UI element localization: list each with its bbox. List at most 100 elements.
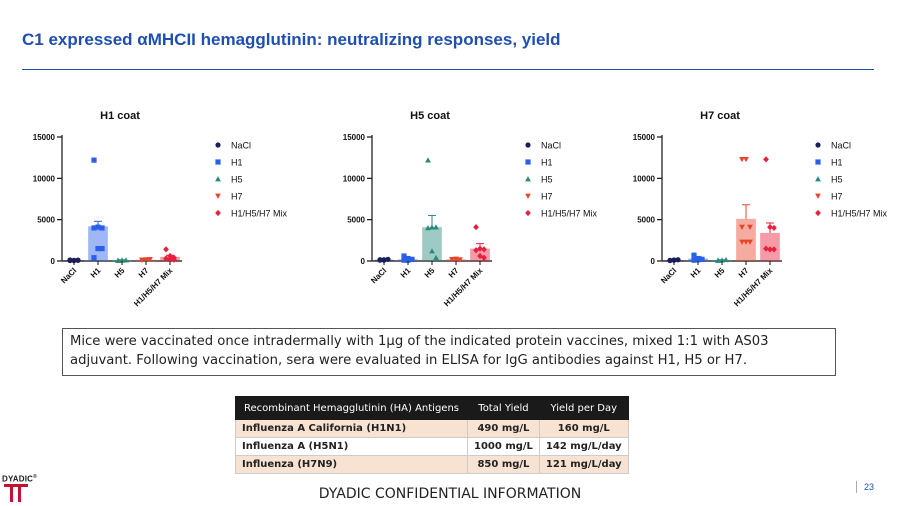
data-point-h1-h5-h7-mix <box>481 254 487 261</box>
data-point-h1 <box>409 256 415 262</box>
data-point-h1-h5-h7-mix <box>473 247 479 254</box>
yield-per-day-cell: 142 mg/L/day <box>538 437 629 456</box>
data-point-h7 <box>747 224 753 230</box>
x-tick-label: NaCl <box>659 266 678 285</box>
antigen-cell: Influenza A (H5N1) <box>235 437 468 456</box>
data-point-h1-h5-h7-mix <box>163 255 169 262</box>
data-point-h7 <box>743 156 749 163</box>
data-point-nacl <box>671 257 677 263</box>
legend-label: H7 <box>541 192 553 202</box>
data-point-h1 <box>95 224 101 230</box>
data-point-h1 <box>691 252 697 258</box>
data-point-h5 <box>719 257 725 263</box>
data-point-h1 <box>91 225 97 231</box>
legend-label: H1 <box>831 158 843 168</box>
x-tick-label: H5 <box>713 266 727 280</box>
data-point-h5 <box>429 248 435 254</box>
yield-per-day-cell: 160 mg/L <box>538 419 629 438</box>
data-point-h7 <box>139 257 145 263</box>
y-tick-label: 15000 <box>343 133 366 142</box>
data-point-h1 <box>91 255 97 261</box>
logo-mark-bar <box>4 484 28 487</box>
legend-marker-h1-h5-h7-mix <box>215 209 221 217</box>
table-row: Influenza A California (H1N1) 490 mg/L 1… <box>235 419 629 438</box>
data-point-h1 <box>695 257 701 263</box>
data-point-h1-h5-h7-mix <box>163 246 169 253</box>
legend-label: H7 <box>831 192 843 202</box>
data-point-h1-h5-h7-mix <box>767 223 773 231</box>
data-point-h5 <box>723 256 729 263</box>
data-point-h1 <box>405 257 411 263</box>
legend-label: H1 <box>541 158 553 168</box>
logo-mark-leg <box>18 487 21 502</box>
data-point-nacl <box>675 257 681 263</box>
data-point-h7 <box>747 239 753 245</box>
legend-label: H5 <box>541 175 553 185</box>
data-point-h1-h5-h7-mix <box>767 246 773 253</box>
company-logo: DYADIC® <box>2 474 48 506</box>
data-point-h5 <box>715 257 721 263</box>
logo-mark-leg <box>10 487 13 502</box>
data-point-h1-h5-h7-mix <box>473 223 479 231</box>
table-row: Influenza (H7N9) 850 mg/L 121 mg/L/day <box>235 455 629 474</box>
y-tick-label: 15000 <box>633 133 656 142</box>
x-tick-label: H5 <box>113 266 127 280</box>
legend-marker-h7 <box>815 193 821 199</box>
y-tick-label: 15000 <box>33 133 56 142</box>
legend-label: H1 <box>231 158 243 168</box>
title-divider <box>22 69 874 70</box>
legend-label: H1/H5/H7 Mix <box>231 209 288 219</box>
antigen-cell: Influenza (H7N9) <box>235 455 468 474</box>
x-tick-label: H7 <box>447 266 461 280</box>
logo-text: DYADIC <box>2 474 34 484</box>
data-point-h1 <box>91 157 97 163</box>
y-tick-label: 0 <box>651 257 656 266</box>
data-point-h1 <box>691 257 697 263</box>
legend-marker-h1-h5-h7-mix <box>815 209 821 217</box>
legend-label: H1/H5/H7 Mix <box>831 209 888 219</box>
data-point-h7 <box>457 257 463 263</box>
data-point-h5 <box>115 257 121 263</box>
yield-table-header-row: Recombinant Hemagglutinin (HA) Antigens … <box>235 396 629 420</box>
data-point-h5 <box>123 257 129 263</box>
chart-title: H7 coat <box>700 110 740 122</box>
total-yield-cell: 1000 mg/L <box>467 437 540 456</box>
data-point-h5 <box>433 224 439 230</box>
y-tick-label: 10000 <box>33 174 56 183</box>
data-point-h7 <box>739 239 745 245</box>
data-point-h1 <box>401 257 407 263</box>
yield-table-header: Yield per Day <box>538 396 629 420</box>
legend-marker-h1 <box>525 159 531 165</box>
y-tick-label: 10000 <box>343 174 366 183</box>
legend-label: H5 <box>831 175 843 185</box>
chart-h1-coat: H1 coat 0 5000 10000 15000 NaCl H1 H5 H7 H1/H5/H7… <box>33 110 288 308</box>
total-yield-cell: 490 mg/L <box>467 419 540 438</box>
yield-table-header: Recombinant Hemagglutinin (HA) Antigens <box>235 396 468 420</box>
legend-marker-h1-h5-h7-mix <box>525 209 531 217</box>
data-point-h1 <box>699 256 705 262</box>
legend-marker-h5 <box>525 176 531 182</box>
x-tick-label: H1 <box>89 266 103 280</box>
data-point-nacl <box>71 257 77 264</box>
slide-title: C1 expressed αMHCII hemagglutinin: neutr… <box>22 30 561 49</box>
yield-table: Recombinant Hemagglutinin (HA) Antigens … <box>235 396 629 474</box>
data-point-h1-h5-h7-mix <box>481 246 487 253</box>
data-point-h1-h5-h7-mix <box>171 256 177 263</box>
y-tick-label: 0 <box>361 257 366 266</box>
data-point-nacl <box>75 257 81 263</box>
data-point-nacl <box>667 257 673 263</box>
logo-wordmark: DYADIC® <box>2 474 37 484</box>
legend-marker-h5 <box>215 176 221 182</box>
legend-label: H7 <box>231 192 243 202</box>
total-yield-cell: 850 mg/L <box>467 455 540 474</box>
logo-registered: ® <box>33 474 38 480</box>
y-tick-label: 5000 <box>37 216 55 225</box>
x-tick-label: NaCl <box>369 266 388 285</box>
legend-marker-h5 <box>815 176 821 182</box>
legend-marker-nacl <box>815 142 821 148</box>
y-tick-label: 5000 <box>347 216 365 225</box>
legend-label: NaCl <box>231 141 251 151</box>
data-point-nacl <box>385 256 391 262</box>
confidential-footer: DYADIC CONFIDENTIAL INFORMATION <box>318 486 582 502</box>
data-point-h7 <box>453 257 459 263</box>
